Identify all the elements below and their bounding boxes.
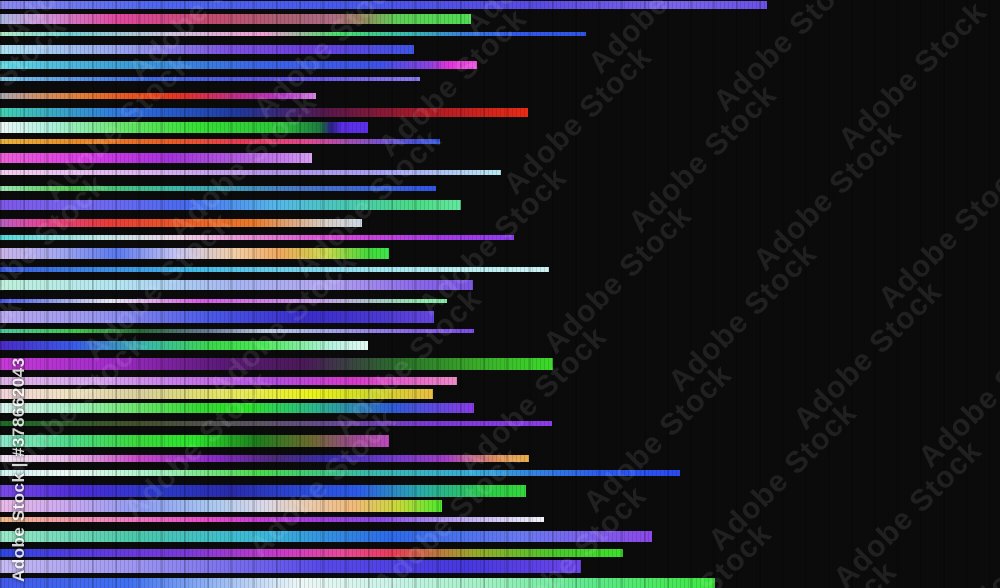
color-bar [0,299,447,303]
color-bar [0,139,440,144]
color-bar [0,235,514,240]
color-bar [0,61,477,69]
color-bar [0,549,623,557]
color-bar [0,517,544,522]
color-bar [0,329,474,333]
watermark-credit: Adobe Stock | #378662043 [9,357,28,582]
color-bar [0,455,529,462]
color-bar [0,470,680,476]
color-bar [0,389,433,399]
color-bar [0,14,471,24]
color-bar [0,435,389,447]
color-bar [0,219,362,227]
color-bar [0,200,461,210]
color-bar [0,341,368,350]
color-bar [0,32,586,36]
color-bar [0,500,442,512]
color-bar [0,377,457,385]
color-bar [0,578,715,588]
color-bar [0,403,474,413]
color-bar [0,485,526,497]
color-bar [0,93,316,99]
color-bar [0,311,434,323]
color-bar [0,122,368,133]
color-bar [0,421,552,426]
color-bar [0,77,420,81]
color-bar [0,170,501,175]
color-bar [0,186,436,191]
color-bar [0,358,553,370]
color-bar [0,248,389,259]
color-bar [0,45,414,54]
color-bar [0,267,549,272]
color-bar [0,108,528,117]
color-bar [0,1,767,9]
color-bar [0,560,581,573]
color-bar [0,280,473,290]
color-bar [0,153,312,163]
color-bar [0,531,652,542]
